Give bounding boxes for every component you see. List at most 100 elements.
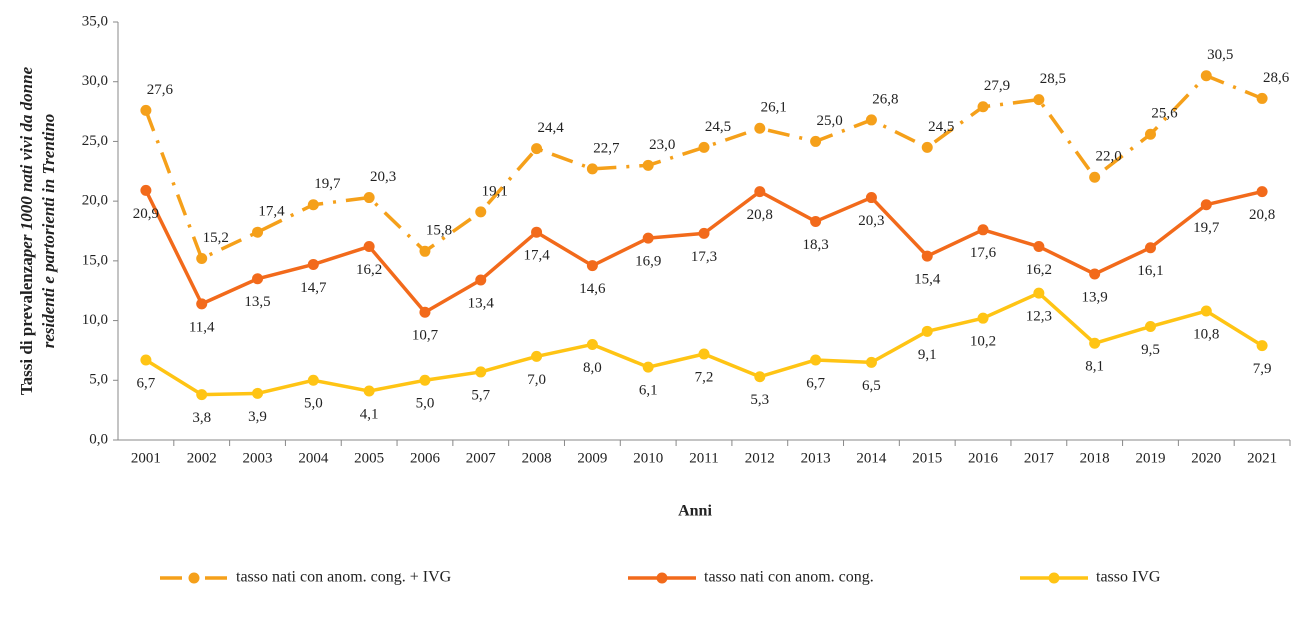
x-tick-label: 2003 (243, 450, 273, 466)
point (1144, 242, 1156, 254)
data-label: 22,7 (593, 140, 620, 156)
data-label: 7,2 (695, 369, 714, 385)
point (475, 366, 487, 378)
point (1089, 268, 1101, 280)
data-label: 27,9 (984, 78, 1010, 94)
data-label: 20,9 (133, 206, 159, 222)
x-tick-label: 2020 (1191, 450, 1221, 466)
data-label: 6,7 (806, 375, 825, 391)
x-tick-label: 2006 (410, 450, 441, 466)
point (698, 141, 710, 153)
data-label: 28,6 (1263, 70, 1290, 86)
data-label: 16,1 (1137, 263, 1163, 279)
y-tick-label: 30,0 (82, 73, 108, 89)
data-label: 7,0 (527, 372, 546, 388)
point (140, 104, 152, 116)
data-label: 3,8 (192, 410, 211, 426)
point (642, 232, 654, 244)
point (196, 298, 208, 310)
data-label: 10,7 (412, 328, 439, 344)
y-axis-label: residenti e partorienti in Trentino (39, 114, 58, 349)
x-tick-label: 2013 (801, 450, 831, 466)
point (363, 241, 375, 253)
x-tick-label: 2002 (187, 450, 217, 466)
point (977, 101, 989, 113)
point (810, 215, 822, 227)
point (977, 224, 989, 236)
x-axis-label: Anni (678, 503, 712, 520)
point (419, 306, 431, 318)
data-label: 7,9 (1253, 361, 1272, 377)
point (531, 143, 543, 155)
data-label: 20,3 (370, 169, 396, 185)
point (1256, 186, 1268, 198)
data-label: 5,7 (471, 387, 490, 403)
y-label-part: per 1000 nati vivi da donne (17, 66, 36, 259)
data-label: 26,8 (872, 91, 898, 107)
y-tick-label: 0,0 (89, 431, 108, 447)
data-label: 24,4 (537, 120, 564, 136)
data-label: 25,6 (1151, 106, 1178, 122)
point (531, 226, 543, 238)
data-label: 13,9 (1082, 289, 1108, 305)
data-label: 5,0 (304, 396, 323, 412)
data-label: 10,8 (1193, 326, 1219, 342)
x-tick-label: 2010 (633, 450, 663, 466)
data-label: 19,1 (482, 183, 508, 199)
x-tick-label: 2007 (466, 450, 497, 466)
data-label: 25,0 (816, 113, 842, 129)
data-label: 22,0 (1096, 149, 1122, 165)
point (140, 184, 152, 196)
point (977, 312, 989, 324)
legend-label: tasso IVG (1096, 569, 1161, 586)
y-tick-label: 35,0 (82, 13, 108, 29)
point (810, 135, 822, 147)
point (698, 227, 710, 239)
point (1033, 94, 1045, 106)
data-label: 5,0 (416, 396, 435, 412)
point (1144, 321, 1156, 333)
point (1256, 340, 1268, 352)
point (196, 252, 208, 264)
legend-marker (1048, 572, 1060, 584)
data-label: 28,5 (1040, 71, 1066, 87)
data-label: 9,1 (918, 347, 937, 363)
data-label: 9,5 (1141, 342, 1160, 358)
data-label: 30,5 (1207, 47, 1233, 63)
data-label: 6,1 (639, 383, 658, 399)
data-label: 24,5 (928, 119, 954, 135)
point (921, 141, 933, 153)
point (475, 274, 487, 286)
point (586, 163, 598, 175)
legend-marker (188, 572, 200, 584)
data-label: 8,1 (1085, 359, 1104, 375)
y-tick-label: 20,0 (82, 193, 108, 209)
data-label: 14,7 (300, 280, 327, 296)
point (307, 199, 319, 211)
point (921, 250, 933, 262)
data-label: 19,7 (314, 176, 341, 192)
data-label: 6,7 (137, 375, 156, 391)
point (140, 354, 152, 366)
data-label: 11,4 (189, 319, 215, 335)
data-label: 10,2 (970, 334, 996, 350)
point (196, 389, 208, 401)
point (307, 374, 319, 386)
point (1033, 287, 1045, 299)
data-label: 20,3 (858, 213, 884, 229)
data-label: 5,3 (750, 392, 769, 408)
data-label: 24,5 (705, 119, 731, 135)
data-label: 15,4 (914, 272, 941, 288)
legend-label: tasso nati con anom. cong. + IVG (236, 569, 452, 586)
x-tick-label: 2016 (968, 450, 999, 466)
data-label: 26,1 (761, 100, 787, 116)
point (754, 186, 766, 198)
data-label: 19,7 (1193, 220, 1220, 236)
x-tick-label: 2014 (856, 450, 887, 466)
data-label: 4,1 (360, 406, 379, 422)
point (252, 273, 264, 285)
data-label: 20,8 (747, 207, 773, 223)
x-tick-label: 2021 (1247, 450, 1277, 466)
point (475, 206, 487, 218)
data-label: 16,2 (356, 262, 382, 278)
